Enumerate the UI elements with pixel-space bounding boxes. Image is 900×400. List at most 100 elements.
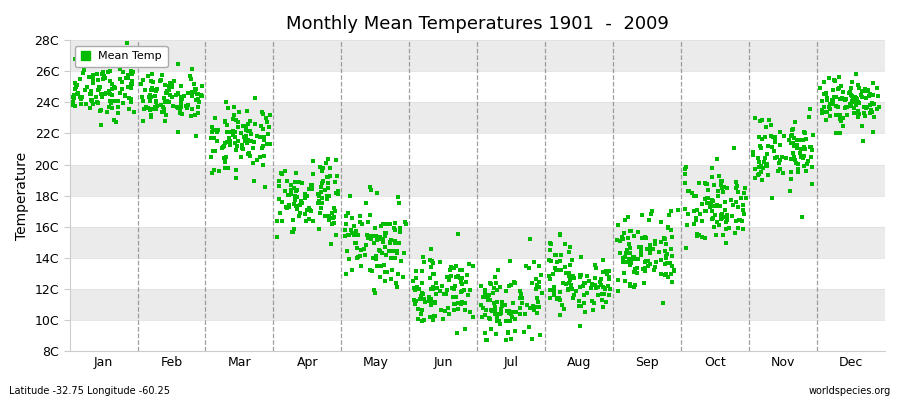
Point <box>680 211 695 218</box>
Point <box>833 116 848 122</box>
Point <box>118 92 132 98</box>
Point <box>840 112 854 118</box>
Point <box>761 172 776 179</box>
Point <box>803 144 817 150</box>
Point <box>122 94 137 101</box>
Point <box>144 94 158 100</box>
Point <box>786 150 800 157</box>
Point <box>203 154 218 160</box>
Point <box>153 78 167 84</box>
Point <box>82 74 96 80</box>
Point <box>376 236 391 242</box>
Point <box>718 214 733 220</box>
Point <box>660 260 674 266</box>
Point <box>382 239 397 246</box>
Point <box>532 262 546 269</box>
Point <box>428 313 442 320</box>
Point <box>543 240 557 246</box>
Point <box>664 234 679 240</box>
Point <box>382 248 396 254</box>
Point <box>731 225 745 232</box>
Point <box>367 287 382 293</box>
Point <box>220 105 235 111</box>
Point <box>388 240 402 246</box>
Point <box>342 232 356 238</box>
Point <box>191 104 205 110</box>
Point <box>206 127 220 134</box>
Point <box>704 200 718 206</box>
Point <box>124 81 139 87</box>
Point <box>553 267 567 274</box>
Legend: Mean Temp: Mean Temp <box>76 46 167 67</box>
Point <box>758 133 772 140</box>
Point <box>449 294 464 300</box>
Point <box>145 71 159 78</box>
Point <box>692 179 706 186</box>
Point <box>784 133 798 140</box>
Point <box>564 257 579 264</box>
Point <box>279 204 293 210</box>
Point <box>708 232 723 238</box>
Point <box>549 259 563 265</box>
Point <box>663 208 678 214</box>
Point <box>148 105 163 111</box>
Point <box>659 254 673 261</box>
Point <box>834 95 849 101</box>
Point <box>552 295 566 301</box>
Point <box>103 91 117 98</box>
Point <box>616 270 631 276</box>
Point <box>517 328 531 335</box>
Point <box>663 271 678 278</box>
Point <box>660 250 674 257</box>
Point <box>371 236 385 242</box>
Point <box>814 109 829 116</box>
Point <box>728 199 742 206</box>
Point <box>498 302 512 309</box>
Point <box>141 73 156 80</box>
Point <box>327 220 341 226</box>
Point <box>695 201 709 208</box>
Point <box>530 282 544 288</box>
Point <box>390 250 404 256</box>
Point <box>580 273 595 279</box>
Point <box>708 212 723 218</box>
Point <box>706 202 721 209</box>
Point <box>466 313 481 320</box>
Point <box>181 90 195 97</box>
Point <box>865 109 879 115</box>
Point <box>678 171 692 178</box>
Point <box>865 100 879 106</box>
Point <box>626 254 640 260</box>
Point <box>388 237 402 244</box>
Point <box>525 280 539 286</box>
Point <box>89 98 104 105</box>
Point <box>473 302 488 308</box>
Point <box>220 122 234 128</box>
Point <box>226 116 240 122</box>
Point <box>455 275 470 282</box>
Point <box>626 256 641 262</box>
Point <box>136 118 150 124</box>
Point <box>837 97 851 103</box>
Point <box>752 171 766 178</box>
Point <box>107 84 122 90</box>
Point <box>329 190 344 196</box>
Point <box>460 272 474 278</box>
Point <box>710 188 724 194</box>
Point <box>772 142 787 148</box>
Point <box>328 214 342 220</box>
Point <box>665 253 680 260</box>
Point <box>148 106 163 112</box>
Point <box>693 211 707 217</box>
Point <box>155 109 169 115</box>
Point <box>720 212 734 218</box>
Point <box>98 90 112 96</box>
Point <box>753 163 768 170</box>
Point <box>450 306 464 312</box>
Point <box>522 265 536 271</box>
Point <box>616 234 630 240</box>
Point <box>699 181 714 188</box>
Point <box>68 102 82 109</box>
Point <box>577 300 591 307</box>
Point <box>321 192 336 199</box>
